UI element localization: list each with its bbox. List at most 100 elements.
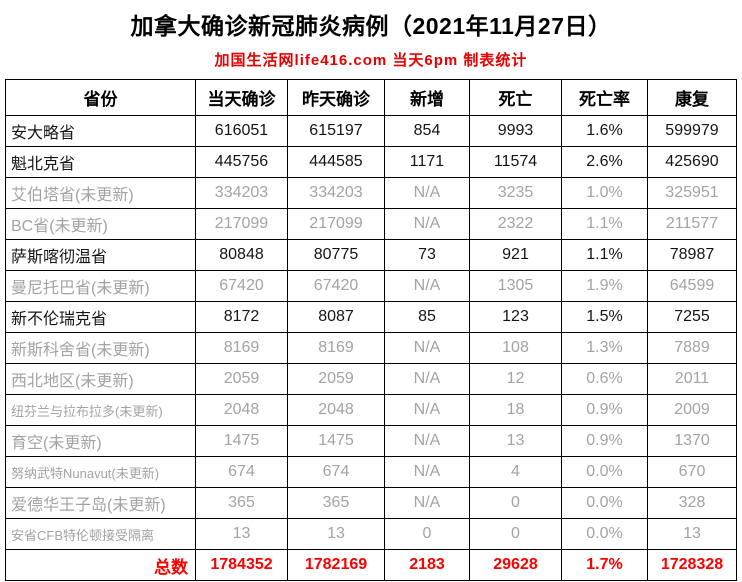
cell-province: 新不伦瑞克省: [5, 301, 196, 333]
table-row: 曼尼托巴省(未更新) 67420 67420 N/A 1305 1.9% 645…: [5, 270, 737, 302]
cell-yesterday: 444585: [287, 146, 385, 178]
cell-today: 13: [195, 518, 288, 550]
cell-province: BC省(未更新): [5, 208, 196, 240]
cell-yesterday: 2059: [287, 363, 385, 395]
cell-rate: 2.6%: [561, 146, 648, 178]
cell-rate: 0.0%: [561, 487, 648, 519]
total-yesterday: 1782169: [287, 549, 385, 581]
cell-today: 365: [195, 487, 288, 519]
page-title: 加拿大确诊新冠肺炎病例（2021年11月27日）: [130, 13, 612, 39]
cell-new: N/A: [384, 270, 470, 302]
cell-deaths: 921: [469, 239, 562, 271]
column-header-province: 省份: [5, 79, 196, 116]
table-row: 安省CFB特伦顿接受隔离 13 13 0 0 0.0% 13: [5, 518, 737, 550]
cell-province: 纽芬兰与拉布拉多(未更新): [5, 394, 196, 426]
column-header-rate: 死亡率: [561, 79, 648, 116]
cell-deaths: 3235: [469, 177, 562, 209]
table-row: 艾伯塔省(未更新) 334203 334203 N/A 3235 1.0% 32…: [5, 177, 737, 209]
cell-new: N/A: [384, 394, 470, 426]
table-row: 育空(未更新) 1475 1475 N/A 13 0.9% 1370: [5, 425, 737, 457]
table-row: 西北地区(未更新) 2059 2059 N/A 12 0.6% 2011: [5, 363, 737, 395]
table-row: BC省(未更新) 217099 217099 N/A 2322 1.1% 211…: [5, 208, 737, 240]
total-new: 2183: [384, 549, 470, 581]
covid-table: 省份 当天确诊 昨天确诊 新增 死亡 死亡率 康复 安大略省 616051 61…: [5, 79, 737, 581]
table-row: 新斯科舍省(未更新) 8169 8169 N/A 108 1.3% 7889: [5, 332, 737, 364]
cell-new: N/A: [384, 208, 470, 240]
cell-yesterday: 2048: [287, 394, 385, 426]
cell-province: 爱德华王子岛(未更新): [5, 487, 196, 519]
cell-new: 854: [384, 115, 470, 147]
total-recovered: 1728328: [647, 549, 737, 581]
cell-province: 萨斯喀彻温省: [5, 239, 196, 271]
cell-recovered: 7889: [647, 332, 737, 364]
cell-deaths: 4: [469, 456, 562, 488]
cell-new: N/A: [384, 363, 470, 395]
cell-deaths: 9993: [469, 115, 562, 147]
cell-rate: 1.6%: [561, 115, 648, 147]
cell-province: 艾伯塔省(未更新): [5, 177, 196, 209]
cell-yesterday: 1475: [287, 425, 385, 457]
cell-deaths: 0: [469, 518, 562, 550]
table-header: 省份 当天确诊 昨天确诊 新增 死亡 死亡率 康复: [5, 79, 737, 116]
cell-today: 8172: [195, 301, 288, 333]
cell-deaths: 108: [469, 332, 562, 364]
cell-today: 334203: [195, 177, 288, 209]
cell-deaths: 12: [469, 363, 562, 395]
cell-yesterday: 8169: [287, 332, 385, 364]
table-row: 萨斯喀彻温省 80848 80775 73 921 1.1% 78987: [5, 239, 737, 271]
cell-rate: 0.9%: [561, 394, 648, 426]
cell-deaths: 123: [469, 301, 562, 333]
cell-today: 8169: [195, 332, 288, 364]
table-row: 努纳武特Nunavut(未更新) 674 674 N/A 4 0.0% 670: [5, 456, 737, 488]
cell-yesterday: 674: [287, 456, 385, 488]
cell-recovered: 325951: [647, 177, 737, 209]
table-footer: 总数 1784352 1782169 2183 29628 1.7% 17283…: [5, 549, 737, 581]
cell-recovered: 1370: [647, 425, 737, 457]
total-row: 总数 1784352 1782169 2183 29628 1.7% 17283…: [5, 549, 737, 581]
table-row: 魁北克省 445756 444585 1171 11574 2.6% 42569…: [5, 146, 737, 178]
column-header-yesterday: 昨天确诊: [287, 79, 385, 116]
total-deaths: 29628: [469, 549, 562, 581]
cell-new: N/A: [384, 332, 470, 364]
cell-new: 0: [384, 518, 470, 550]
column-header-deaths: 死亡: [469, 79, 562, 116]
cell-yesterday: 334203: [287, 177, 385, 209]
cell-rate: 0.0%: [561, 518, 648, 550]
cell-recovered: 2011: [647, 363, 737, 395]
cell-deaths: 1305: [469, 270, 562, 302]
cell-recovered: 64599: [647, 270, 737, 302]
cell-rate: 1.0%: [561, 177, 648, 209]
cell-new: N/A: [384, 456, 470, 488]
cell-today: 217099: [195, 208, 288, 240]
cell-recovered: 670: [647, 456, 737, 488]
cell-recovered: 328: [647, 487, 737, 519]
cell-recovered: 2009: [647, 394, 737, 426]
cell-province: 育空(未更新): [5, 425, 196, 457]
cell-recovered: 425690: [647, 146, 737, 178]
cell-deaths: 13: [469, 425, 562, 457]
cell-province: 魁北克省: [5, 146, 196, 178]
cell-province: 安省CFB特伦顿接受隔离: [5, 518, 196, 550]
header-row: 省份 当天确诊 昨天确诊 新增 死亡 死亡率 康复: [5, 79, 737, 116]
cell-new: N/A: [384, 487, 470, 519]
cell-today: 616051: [195, 115, 288, 147]
cell-province: 西北地区(未更新): [5, 363, 196, 395]
cell-today: 1475: [195, 425, 288, 457]
cell-new: N/A: [384, 177, 470, 209]
cell-recovered: 13: [647, 518, 737, 550]
cell-province: 安大略省: [5, 115, 196, 147]
cell-rate: 1.5%: [561, 301, 648, 333]
cell-today: 674: [195, 456, 288, 488]
column-header-recovered: 康复: [647, 79, 737, 116]
total-rate: 1.7%: [561, 549, 648, 581]
cell-rate: 0.0%: [561, 456, 648, 488]
total-label: 总数: [5, 549, 196, 581]
cell-yesterday: 67420: [287, 270, 385, 302]
cell-recovered: 211577: [647, 208, 737, 240]
cell-today: 2059: [195, 363, 288, 395]
page-subtitle: 加国生活网life416.com 当天6pm 制表统计: [214, 52, 528, 69]
cell-province: 努纳武特Nunavut(未更新): [5, 456, 196, 488]
column-header-today: 当天确诊: [195, 79, 288, 116]
cell-rate: 1.3%: [561, 332, 648, 364]
cell-province: 曼尼托巴省(未更新): [5, 270, 196, 302]
